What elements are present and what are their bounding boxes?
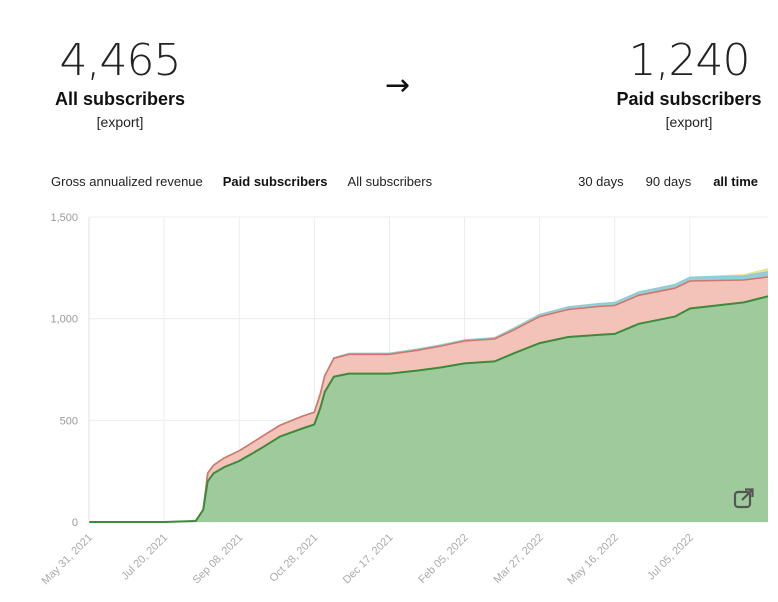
series-area-green [89,296,768,522]
tab-90-days[interactable]: 90 days [645,174,692,189]
y-tick-label: 500 [60,415,78,427]
export-all-subscribers-link[interactable]: [export] [96,114,144,130]
tab-30-days[interactable]: 30 days [578,174,624,189]
x-tick-label: Sep 08, 2021 [191,532,246,587]
all-subscribers-stat: 4,465 All subscribers [export] [40,36,200,132]
paid-subscribers-stat: 1,240 Paid subscribers [export] [606,36,772,132]
external-link-icon[interactable] [732,486,756,510]
tab-paid-subscribers[interactable]: Paid subscribers [222,174,328,189]
y-tick-label: 1,000 [50,314,78,326]
export-paid-subscribers-link[interactable]: [export] [665,114,713,130]
subscribers-chart: 0 500 1,000 1,500 May 31, 2021 Jul 20, 2021 Se… [40,212,769,588]
x-tick-label: Jul 20, 2021 [119,532,170,583]
all-subscribers-count: 4,465 [59,35,182,86]
tab-all-time[interactable]: all time [713,174,758,189]
paid-subscribers-count: 1,240 [628,35,751,86]
series-area-red [89,277,768,522]
x-tick-label: May 16, 2022 [565,532,621,588]
x-tick-label: Oct 28, 2021 [267,532,320,585]
series-line-red [89,276,769,523]
arrow-right-icon: → [385,68,411,103]
x-tick-label: Mar 27, 2022 [491,532,545,586]
x-tick-label: Feb 05, 2022 [416,532,470,586]
metric-tabs: Gross annualized revenue Paid subscriber… [51,174,432,189]
x-tick-label: Dec 17, 2021 [341,532,396,587]
x-tick-label: Jul 05, 2022 [645,532,696,583]
all-subscribers-label: All subscribers [54,89,186,109]
series-line-green [89,295,769,523]
paid-subscribers-label: Paid subscribers [616,89,762,109]
range-tabs: 30 days 90 days all time [578,174,758,189]
y-tick-label: 1,500 [50,212,78,224]
tab-gross-annualized-revenue[interactable]: Gross annualized revenue [51,174,203,189]
y-tick-label: 0 [72,517,78,529]
x-tick-label: May 31, 2021 [40,532,96,588]
tab-all-subscribers[interactable]: All subscribers [347,174,433,189]
